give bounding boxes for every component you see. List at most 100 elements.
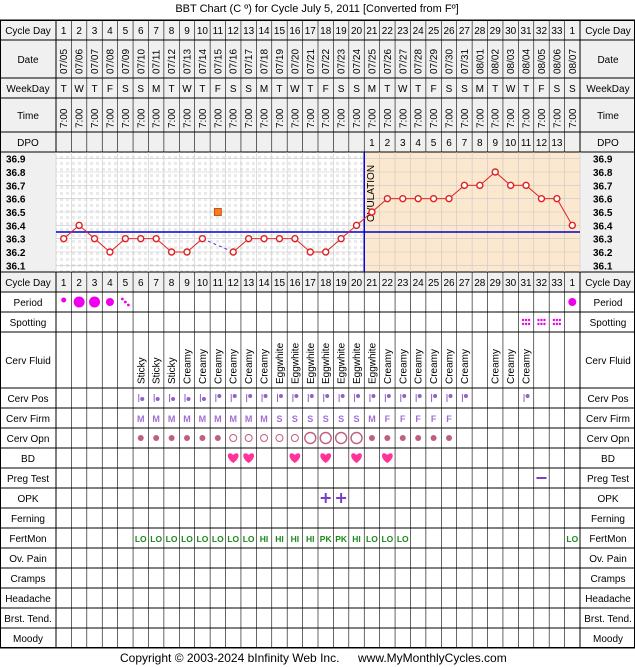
- cerv-fluid-cell: Sticky: [136, 357, 147, 384]
- time-cell: 7:00: [414, 108, 425, 128]
- cerv-fluid-cell: Creamy: [522, 349, 533, 384]
- cycle-day-cell: 31: [520, 26, 532, 37]
- row-label-right-date: Date: [597, 55, 619, 66]
- spotting-dot: [527, 322, 531, 326]
- time-cell: 7:00: [506, 108, 517, 128]
- time-cell: 7:00: [290, 108, 301, 128]
- fertmon-cell: HI: [260, 534, 269, 544]
- weekday-cell: T: [61, 84, 67, 95]
- time-cell: 7:00: [475, 108, 486, 128]
- cerv-opn-mark: [137, 435, 144, 441]
- cerv-pos-mark: [186, 397, 191, 401]
- cerv-pos-mark: [140, 397, 145, 401]
- temp-point: [337, 234, 345, 243]
- row-label-right-headache: Headache: [585, 594, 631, 605]
- cycle-day-cell: 5: [123, 26, 129, 37]
- dpo-cell: 1: [369, 138, 375, 149]
- weekday-cell: W: [506, 84, 516, 95]
- row-bg-dpo: [0, 132, 635, 152]
- spotting-dot: [527, 318, 531, 322]
- cerv-opn-mark: [415, 435, 422, 441]
- cycle-day-cell: 16: [289, 26, 301, 37]
- date-cell: 07/30: [445, 49, 456, 74]
- spotting-dot: [537, 322, 540, 326]
- cerv-firm-cell: M: [137, 414, 145, 424]
- date-cell: 07/22: [321, 49, 332, 74]
- date-cell: 07/27: [398, 49, 409, 74]
- y-tick-left: 36.7: [6, 181, 26, 192]
- cerv-firm-cell: M: [183, 414, 191, 424]
- weekday-cell: W: [182, 84, 192, 95]
- spotting-dot: [524, 318, 528, 322]
- cerv-opn-mark: [334, 431, 348, 445]
- dpo-cell: 4: [415, 138, 421, 149]
- weekday-cell: S: [230, 84, 237, 95]
- y-tick-left: 36.9: [6, 155, 26, 166]
- row-label-left-opk: OPK: [17, 494, 38, 505]
- date-cell: 07/05: [59, 49, 70, 74]
- cycle-day-cell: 3: [92, 278, 98, 289]
- row-label-left-cycle_day_bottom: Cycle Day: [5, 278, 51, 289]
- weekday-cell: F: [538, 84, 544, 95]
- date-cell: 07/10: [136, 49, 147, 74]
- weekday-cell: T: [91, 84, 97, 95]
- cerv-firm-cell: S: [323, 414, 329, 424]
- cycle-day-cell: 26: [443, 26, 455, 37]
- time-cell: 7:00: [306, 108, 317, 128]
- cerv-fluid-cell: Creamy: [260, 349, 271, 384]
- y-tick-left: 36.8: [6, 168, 26, 179]
- cycle-day-cell: 18: [320, 278, 332, 289]
- weekday-cell: W: [74, 84, 84, 95]
- weekday-cell: F: [323, 84, 329, 95]
- weekday-cell: F: [431, 84, 437, 95]
- cerv-fluid-cell: Creamy: [229, 349, 240, 384]
- spotting-dot: [558, 318, 562, 322]
- cerv-opn-mark: [304, 431, 317, 445]
- row-label-left-bd: BD: [21, 454, 35, 465]
- website-link[interactable]: www.MyMonthlyCycles.com: [357, 651, 507, 665]
- period-dot: [61, 297, 67, 303]
- cycle-day-cell: 7: [153, 26, 159, 37]
- cycle-day-cell: 18: [320, 26, 332, 37]
- temp-line-segment: [556, 198, 573, 226]
- y-tick-left: 36.2: [6, 248, 26, 259]
- row-label-right-ov_pain: Ov. Pain: [589, 554, 627, 565]
- time-cell: 7:00: [337, 108, 348, 128]
- dpo-cell: 13: [551, 138, 563, 149]
- cerv-firm-cell: F: [446, 414, 452, 424]
- cerv-pos-mark: [463, 394, 468, 398]
- temp-point: [291, 234, 299, 243]
- row-label-right-cerv_pos: Cerv Pos: [587, 394, 628, 405]
- fertmon-cell: LO: [397, 534, 409, 544]
- y-tick-right: 36.5: [593, 208, 613, 219]
- cerv-firm-cell: F: [400, 414, 406, 424]
- cycle-day-cell: 30: [505, 26, 517, 37]
- row-bg-cycle_day: [0, 20, 635, 40]
- cycle-day-cell: 30: [505, 278, 517, 289]
- temp-point: [476, 181, 484, 190]
- row-label-right-fertmon: FertMon: [589, 534, 626, 545]
- time-cell: 7:00: [398, 108, 409, 128]
- cycle-day-cell: 7: [153, 278, 159, 289]
- cerv-firm-cell: M: [199, 414, 207, 424]
- y-axis-left-bg: [0, 152, 56, 272]
- y-tick-right: 36.6: [593, 195, 613, 206]
- cerv-firm-cell: M: [152, 414, 160, 424]
- time-cell: 7:00: [167, 108, 178, 128]
- spotting-dot: [552, 318, 556, 322]
- row-label-left-brst_tend: Brst. Tend.: [4, 614, 52, 625]
- cerv-opn-mark: [199, 435, 206, 441]
- cerv-pos-mark: [525, 394, 530, 398]
- row-label-right-period: Period: [594, 298, 623, 309]
- cerv-firm-cell: M: [260, 414, 268, 424]
- row-label-right-cerv_firm: Cerv Firm: [586, 414, 630, 425]
- dpo-cell: 3: [400, 138, 406, 149]
- cerv-pos-mark: [263, 394, 268, 398]
- weekday-cell: W: [290, 84, 300, 95]
- temp-point: [399, 194, 407, 203]
- dpo-cell: 11: [521, 138, 532, 149]
- time-cell: 7:00: [136, 108, 147, 128]
- cycle-day-cell: 3: [92, 26, 98, 37]
- time-cell: 7:00: [90, 108, 101, 128]
- cycle-day-cell: 23: [397, 278, 409, 289]
